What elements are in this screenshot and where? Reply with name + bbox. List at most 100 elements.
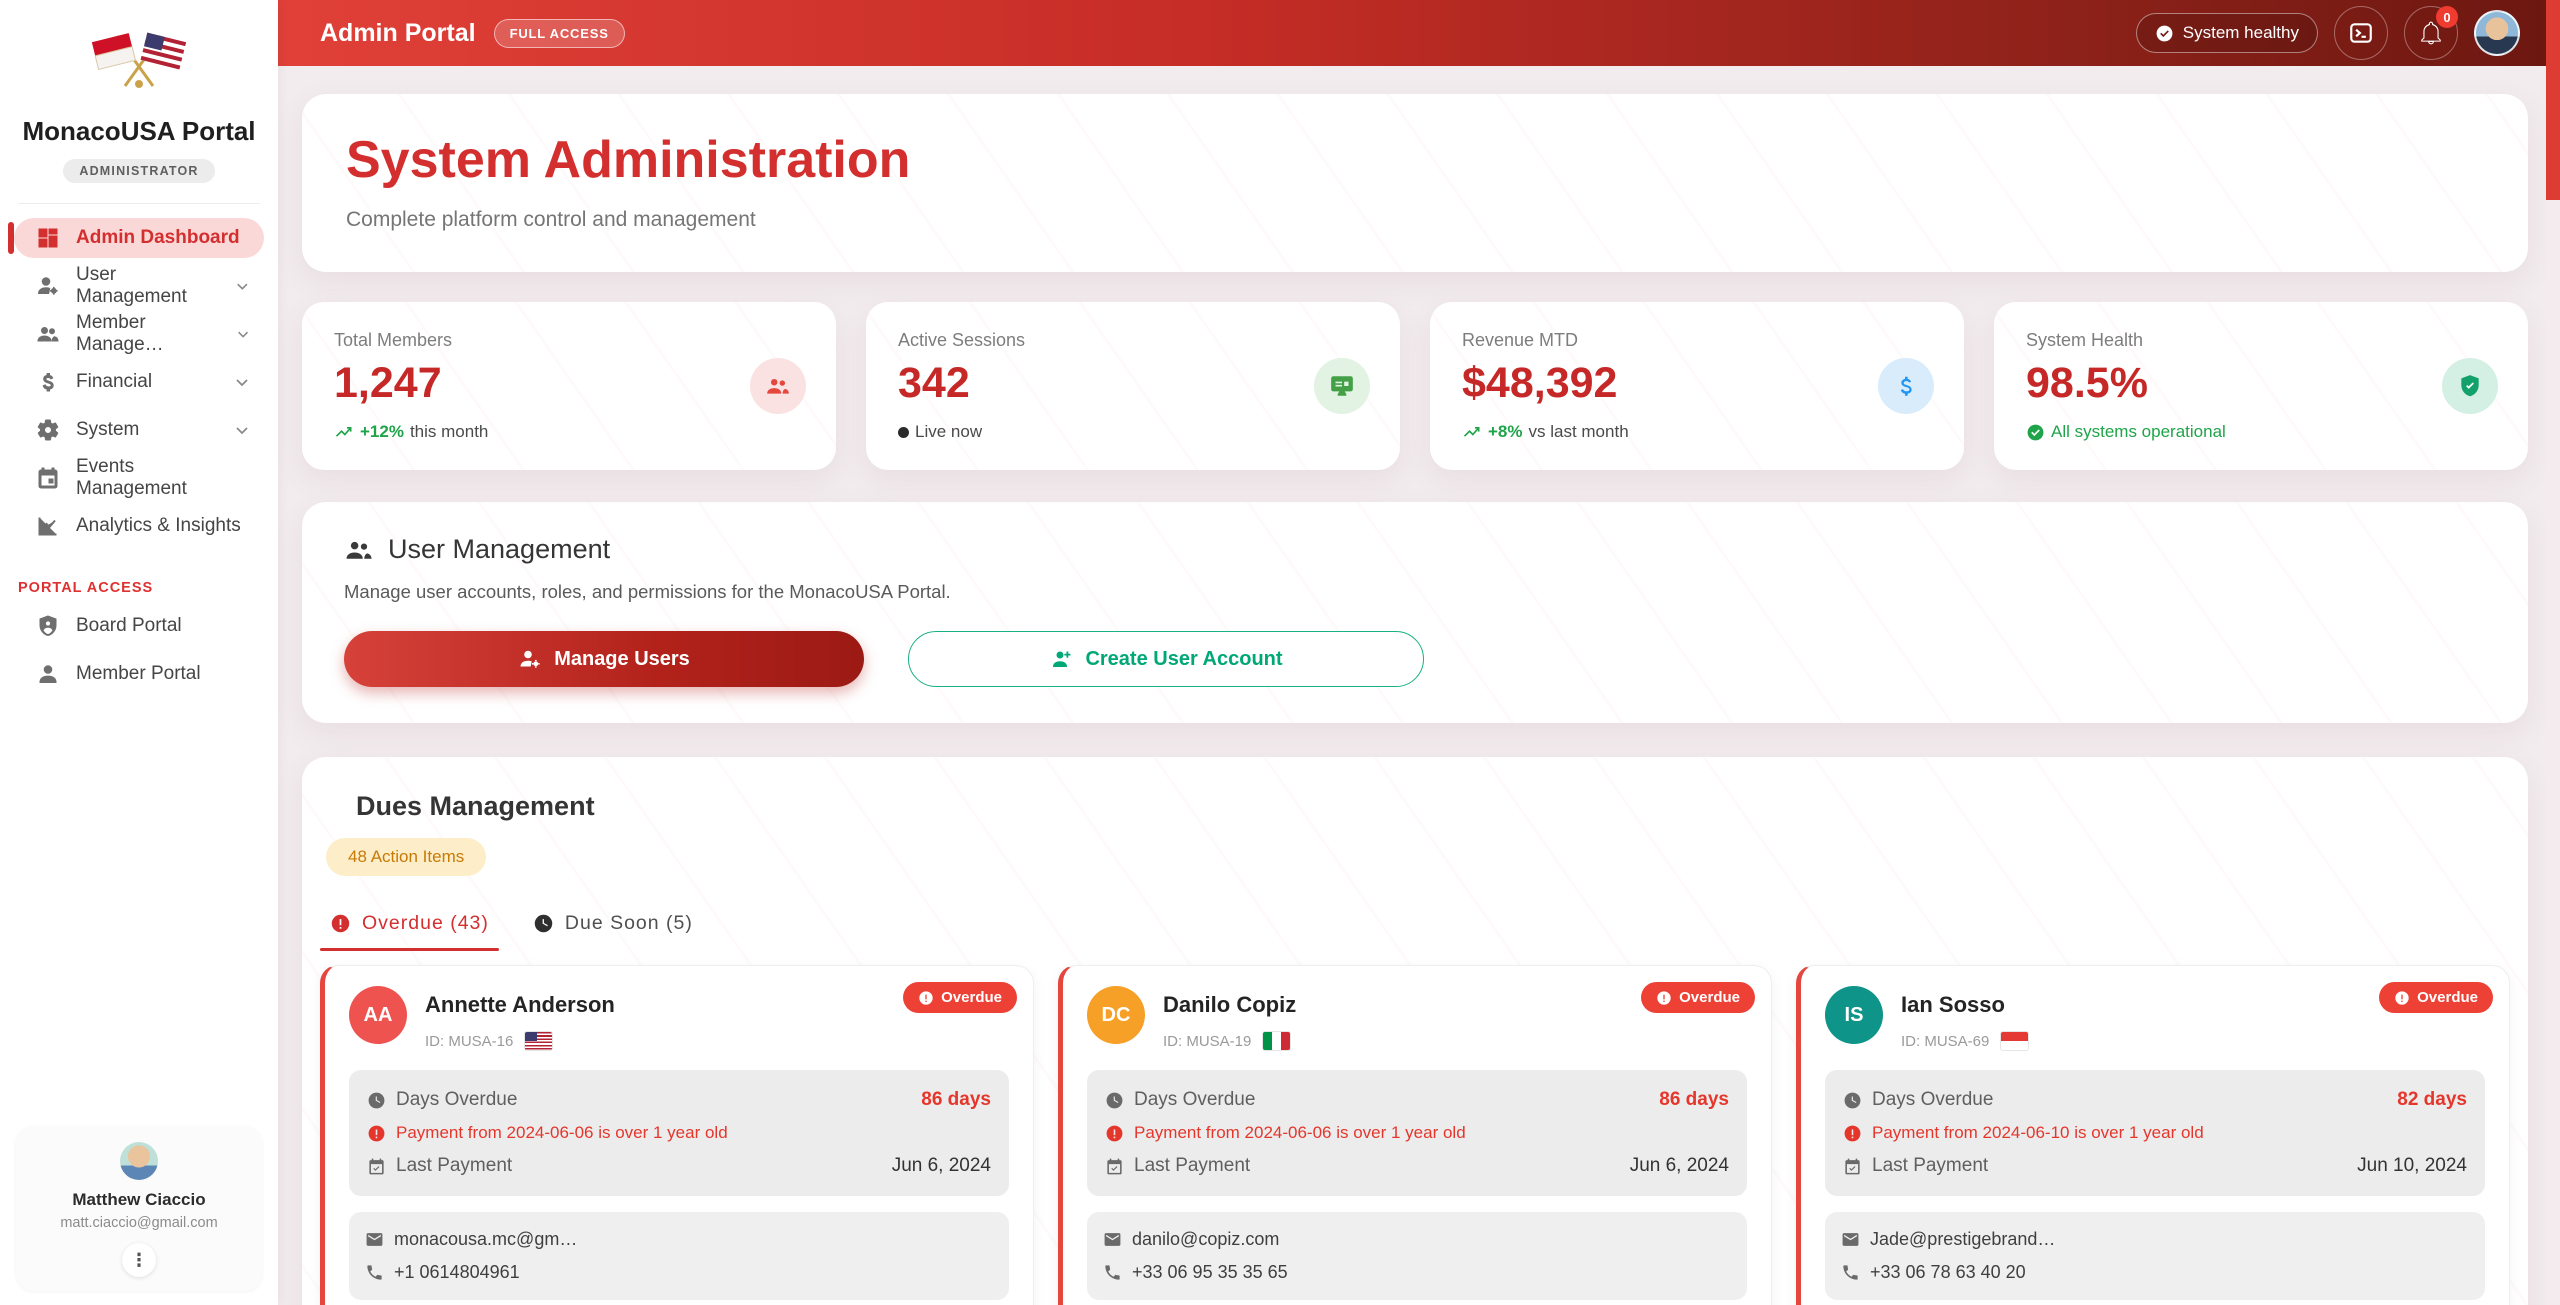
overdue-status-badge: Overdue <box>903 982 1017 1013</box>
stat-note-text: vs last month <box>1528 422 1629 441</box>
check-circle-icon <box>2156 25 2173 41</box>
main-content: System Administration Complete platform … <box>278 66 2546 1305</box>
user-management-buttons: Manage Users Create User Account <box>344 631 2486 687</box>
payment-warning-row: Payment from 2024-06-10 is over 1 year o… <box>1843 1117 2467 1149</box>
stat-trend: +8% <box>1488 422 1523 441</box>
last-payment-value: Jun 6, 2024 <box>1629 1155 1729 1176</box>
create-user-account-button[interactable]: Create User Account <box>908 631 1424 687</box>
phone-icon <box>1843 1265 1858 1280</box>
vertical-scrollbar[interactable] <box>2546 0 2560 1305</box>
person-icon <box>39 665 57 683</box>
page-subtitle: Complete platform control and management <box>346 208 756 231</box>
scrollbar-thumb[interactable] <box>2546 0 2560 200</box>
top-header-bar: Admin Portal FULL ACCESS System healthy … <box>278 0 2560 66</box>
member-avatar: IS <box>1825 986 1883 1044</box>
sessions-icon-circle <box>1314 358 1370 414</box>
system-health-pill: System healthy <box>2135 13 2318 53</box>
monaco-flag-icon <box>2001 1032 2029 1050</box>
tab-label: Due Soon (5) <box>564 912 693 934</box>
member-phone: +33 06 95 35 35 65 <box>1132 1262 1288 1282</box>
nav-label: Admin Dashboard <box>76 227 240 248</box>
member-id: ID: MUSA-19 <box>1163 1032 1252 1050</box>
italy-flag-icon <box>1263 1032 1291 1050</box>
member-card: Overdue AA Annette Anderson ID: MUSA-16 <box>320 965 1034 1305</box>
sidebar-item-system[interactable]: System <box>14 410 264 450</box>
check-circle-icon <box>2027 424 2044 440</box>
member-id: ID: MUSA-16 <box>425 1032 514 1050</box>
clock-icon <box>368 1092 385 1108</box>
sidebar-item-admin-dashboard[interactable]: Admin Dashboard <box>8 218 264 258</box>
member-avatar: AA <box>349 986 407 1044</box>
sidebar-item-analytics-insights[interactable]: Analytics & Insights <box>14 506 264 546</box>
sidebar-item-member-portal[interactable]: Member Portal <box>14 654 264 694</box>
stat-card-system-health: System Health 98.5% All systems operatio… <box>1994 302 2528 470</box>
sidebar-nav: Admin Dashboard User Management Member M… <box>0 218 278 554</box>
alert-circle-icon <box>1106 1125 1123 1141</box>
row-label: Days Overdue <box>1872 1089 1994 1110</box>
overdue-status-badge: Overdue <box>2379 982 2493 1013</box>
days-overdue-value: 82 days <box>2397 1089 2467 1110</box>
stat-value: 1,247 <box>334 359 442 407</box>
trending-up-icon <box>335 427 352 437</box>
app-title: MonacoUSA Portal <box>22 116 256 146</box>
sidebar-item-board-portal[interactable]: Board Portal <box>14 606 264 646</box>
alert-circle-icon <box>919 990 933 1005</box>
line-chart-icon <box>38 517 57 536</box>
gear-icon <box>37 419 59 441</box>
days-overdue-row: Days Overdue 86 days <box>1105 1083 1729 1117</box>
clock-icon <box>1106 1092 1123 1108</box>
sidebar-item-user-management[interactable]: User Management <box>14 264 264 307</box>
warning-text: Payment from 2024-06-06 is over 1 year o… <box>396 1123 728 1142</box>
button-label: Create User Account <box>1085 647 1283 670</box>
profile-menu-button[interactable]: ⋮ <box>122 1243 156 1277</box>
user-avatar[interactable] <box>2474 10 2520 56</box>
sidebar-item-member-management[interactable]: Member Manage… <box>14 312 264 355</box>
hero-section: System Administration Complete platform … <box>302 94 2528 272</box>
sidebar-item-events-management[interactable]: Events Management <box>14 456 264 499</box>
stat-label: System Health <box>2026 330 2144 350</box>
row-label: Last Payment <box>396 1155 513 1176</box>
stat-card-active-sessions: Active Sessions 342 Live now <box>866 302 1400 470</box>
days-overdue-value: 86 days <box>921 1089 991 1110</box>
stat-note-text: this month <box>409 422 489 441</box>
tab-label: Overdue (43) <box>362 912 489 934</box>
terminal-button[interactable] <box>2334 6 2388 60</box>
trending-up-icon <box>1463 427 1480 437</box>
contact-box: Jade@prestigebrand… +33 06 78 63 40 20 <box>1825 1212 2485 1300</box>
manage-users-button[interactable]: Manage Users <box>344 631 864 687</box>
dues-info-box: Days Overdue 86 days Payment from 2024-0… <box>349 1070 1009 1196</box>
stat-label: Total Members <box>334 330 453 350</box>
tab-due-soon[interactable]: Due Soon (5) <box>533 912 693 951</box>
chevron-down-icon <box>236 379 248 387</box>
tab-overdue[interactable]: Overdue (43) <box>320 912 499 951</box>
notifications-button[interactable]: 0 <box>2404 6 2458 60</box>
dues-management-section: Dues Management 48 Action Items Overdue … <box>302 757 2528 1305</box>
chevron-down-icon <box>237 331 248 338</box>
nav-label: User Management <box>76 264 187 307</box>
sidebar-item-financial[interactable]: Financial <box>14 362 264 402</box>
email-row: monacousa.mc@gm… <box>365 1223 993 1256</box>
member-email: monacousa.mc@gm… <box>394 1229 578 1249</box>
email-row: danilo@copiz.com <box>1103 1223 1731 1256</box>
clock-icon <box>534 914 553 933</box>
contact-box: danilo@copiz.com +33 06 95 35 35 65 <box>1087 1212 1747 1300</box>
phone-row: +33 06 95 35 35 65 <box>1103 1256 1731 1289</box>
stat-note-text: All systems operational <box>2051 422 2226 441</box>
alert-circle-icon <box>1844 1125 1861 1141</box>
role-badge: ADMINISTRATOR <box>63 159 215 183</box>
portal-access-label: PORTAL ACCESS <box>18 580 154 596</box>
stat-note: Live now <box>898 422 1368 442</box>
phone-row: +1 0614804961 <box>365 1256 993 1289</box>
phone-icon <box>367 1265 382 1280</box>
live-dot-icon <box>898 426 909 438</box>
portal-access-nav: Board Portal Member Portal <box>0 606 278 702</box>
stat-card-revenue-mtd: Revenue MTD $48,392 +8% vs last month <box>1430 302 1964 470</box>
days-overdue-value: 86 days <box>1659 1089 1729 1110</box>
calendar-icon <box>38 467 58 489</box>
stat-value: $48,392 <box>1462 359 1618 407</box>
chevron-down-icon <box>237 283 248 290</box>
member-email: danilo@copiz.com <box>1132 1229 1280 1249</box>
last-payment-row: Last Payment Jun 6, 2024 <box>367 1149 991 1183</box>
page-title: System Administration <box>346 131 911 189</box>
dashboard-icon <box>38 228 58 248</box>
